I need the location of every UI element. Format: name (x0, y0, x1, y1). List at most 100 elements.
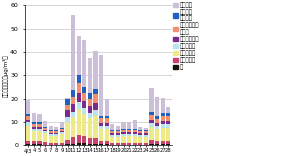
Bar (161, 128, 165, 141)
Bar (155, 116, 159, 119)
Bar (133, 129, 137, 130)
Bar (116, 143, 120, 145)
Bar (26, 116, 30, 120)
Bar (77, 83, 81, 93)
Bar (105, 123, 109, 126)
Bar (54, 136, 58, 143)
Bar (26, 120, 30, 122)
Bar (32, 124, 36, 127)
Bar (65, 99, 70, 105)
Bar (127, 136, 131, 143)
Bar (49, 133, 53, 134)
Bar (94, 144, 98, 145)
Bar (149, 140, 154, 144)
Bar (155, 144, 159, 145)
Bar (138, 133, 142, 135)
Bar (43, 129, 47, 131)
Bar (88, 106, 92, 113)
Bar (166, 144, 171, 145)
Bar (32, 144, 36, 145)
Bar (155, 123, 159, 126)
Bar (144, 135, 148, 137)
Bar (166, 107, 171, 113)
Bar (105, 129, 109, 141)
Bar (82, 93, 87, 101)
Bar (105, 99, 109, 116)
Bar (121, 143, 126, 145)
Bar (116, 135, 120, 137)
Bar (54, 127, 58, 130)
Bar (77, 143, 81, 145)
Bar (121, 130, 126, 132)
Bar (161, 121, 165, 124)
Bar (166, 113, 171, 116)
Bar (105, 144, 109, 145)
Bar (116, 131, 120, 133)
Bar (133, 143, 137, 145)
Bar (88, 118, 92, 138)
Bar (37, 131, 42, 141)
Bar (71, 144, 75, 145)
Y-axis label: 大気中の濃度（μg/m³）: 大気中の濃度（μg/m³） (3, 54, 9, 97)
Bar (105, 118, 109, 123)
Bar (49, 126, 53, 130)
Bar (88, 113, 92, 118)
Bar (94, 51, 98, 89)
Bar (37, 127, 42, 129)
Bar (49, 131, 53, 133)
Bar (37, 144, 42, 145)
Bar (155, 97, 159, 116)
Bar (43, 142, 47, 145)
Bar (26, 126, 30, 141)
Bar (54, 143, 58, 145)
Bar (99, 144, 103, 145)
Bar (71, 15, 75, 90)
Bar (149, 88, 154, 112)
Bar (166, 141, 171, 144)
Bar (32, 129, 36, 131)
Bar (155, 126, 159, 129)
Bar (144, 130, 148, 131)
Bar (110, 130, 114, 131)
Bar (60, 128, 64, 129)
Bar (94, 116, 98, 138)
Bar (138, 137, 142, 143)
Bar (71, 112, 75, 117)
Bar (138, 135, 142, 137)
Bar (166, 121, 171, 124)
Bar (121, 134, 126, 136)
Bar (94, 89, 98, 95)
Bar (94, 138, 98, 144)
Bar (37, 114, 42, 122)
Bar (82, 101, 87, 108)
Legend: 土壌粒子, 海塩中の
陽イオン, アンモニウム
イオン, 塩化物イオン, 窒酸イオン, 硫酸イオン, 有機物粒子, 燤: 土壌粒子, 海塩中の 陽イオン, アンモニウム イオン, 塩化物イオン, 窒酸イ… (173, 2, 199, 70)
Bar (121, 122, 126, 129)
Bar (32, 122, 36, 124)
Bar (88, 138, 92, 144)
Bar (43, 128, 47, 129)
Bar (49, 130, 53, 131)
Bar (65, 144, 70, 145)
Bar (88, 99, 92, 106)
Bar (155, 129, 159, 141)
Bar (155, 141, 159, 144)
Bar (71, 97, 75, 104)
Bar (144, 128, 148, 130)
Bar (77, 75, 81, 83)
Bar (99, 123, 103, 126)
Bar (133, 120, 137, 129)
Bar (144, 133, 148, 135)
Bar (133, 130, 137, 132)
Bar (161, 144, 165, 145)
Bar (43, 127, 47, 128)
Bar (99, 116, 103, 118)
Bar (166, 124, 171, 128)
Bar (77, 102, 81, 109)
Bar (54, 134, 58, 136)
Bar (54, 131, 58, 133)
Bar (144, 137, 148, 143)
Bar (26, 141, 30, 144)
Bar (26, 144, 30, 145)
Bar (116, 130, 120, 131)
Bar (65, 110, 70, 117)
